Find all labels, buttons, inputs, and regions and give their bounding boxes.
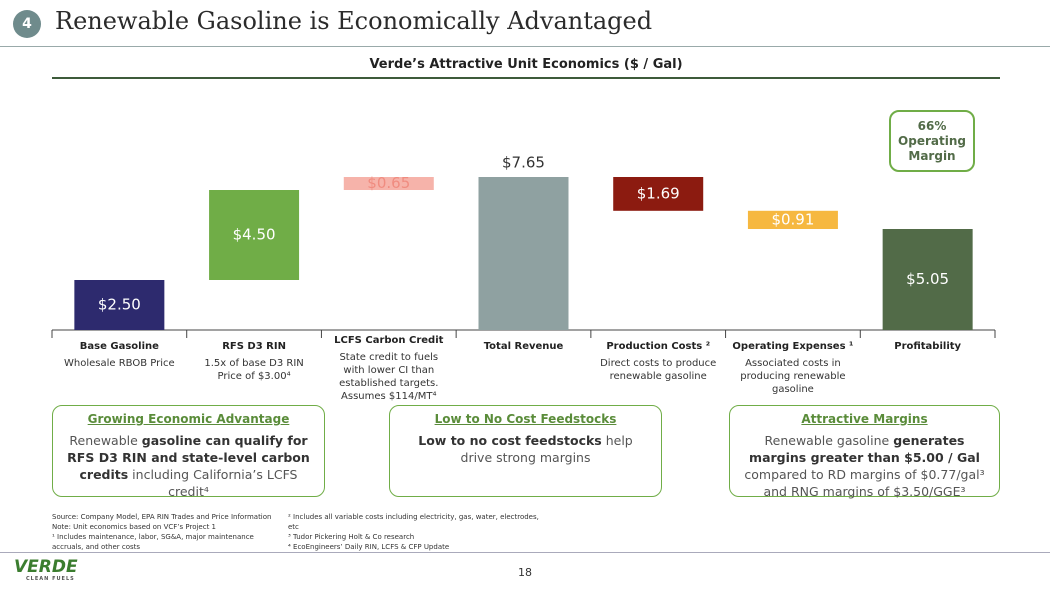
- bar: [74, 280, 165, 330]
- bar: [882, 229, 973, 330]
- callout-text: Renewable: [69, 433, 142, 448]
- value-label: $1.69: [637, 184, 680, 202]
- slide-title: Renewable Gasoline is Economically Advan…: [55, 7, 653, 35]
- value-label: $0.91: [771, 210, 814, 228]
- callout-text: gasoline can qualify for RFS D3 RIN and …: [67, 433, 310, 482]
- value-label: $2.50: [98, 296, 141, 314]
- x-tick-label: RFS D3 RIN: [222, 341, 286, 352]
- footnote: ¹ Includes maintenance, labor, SG&A, maj…: [52, 533, 254, 551]
- category-description: Direct costs to produce renewable gasoli…: [600, 358, 717, 382]
- category-description: State credit to fuels with lower CI than…: [339, 352, 439, 402]
- bar: [209, 190, 300, 280]
- annotation: 66% Operating Margin: [889, 110, 975, 172]
- footnote: Source: Company Model, EPA RIN Trades an…: [52, 513, 272, 521]
- callout-box: Growing Economic Advantage Renewable gaso…: [52, 405, 325, 500]
- callout-heading: Low to No Cost Feedstocks: [434, 412, 617, 426]
- footnote: ³ Tudor Pickering Holt & Co research: [288, 533, 415, 541]
- value-label: $5.05: [906, 270, 949, 288]
- category-description: Associated costs in producing renewable …: [740, 358, 846, 395]
- callout-body: Low to no cost feedstocks help drive str…: [402, 432, 649, 466]
- footnote: ² Includes all variable costs including …: [288, 513, 539, 531]
- bar: [478, 177, 569, 330]
- callout-text: compared to RD margins of $0.77/gal³ and…: [744, 467, 985, 499]
- callout-body: Renewable gasoline generates margins gre…: [742, 432, 987, 500]
- slide-number: 4: [13, 10, 41, 38]
- chart-rule: [52, 77, 1000, 79]
- header-rule: [0, 46, 1050, 47]
- x-tick-label: Production Costs ²: [606, 341, 711, 352]
- callout-text: including California’s LCFS credit⁴: [128, 467, 298, 499]
- bar: [613, 177, 704, 211]
- value-label: $7.65: [502, 154, 545, 172]
- category-description: 1.5x of base D3 RIN Price of $3.00⁴: [204, 358, 304, 382]
- footnote: Note: Unit economics based on VCF’s Proj…: [52, 523, 216, 531]
- callout-box: Attractive Margins Renewable gasoline gen…: [729, 405, 1000, 500]
- x-tick-label: LCFS Carbon Credit: [334, 335, 444, 346]
- category-description: Wholesale RBOB Price: [64, 358, 175, 369]
- footnote: ⁴ EcoEngineers’ Daily RIN, LCFS & CFP Up…: [288, 543, 450, 551]
- callout-body: Renewable gasoline can qualify for RFS D…: [65, 432, 312, 500]
- callout-text: Low to no cost feedstocks: [418, 433, 602, 448]
- footnotes: ² Includes all variable costs including …: [288, 512, 548, 552]
- x-tick-label: Base Gasoline: [79, 341, 159, 352]
- footnotes: Source: Company Model, EPA RIN Trades an…: [52, 512, 280, 552]
- x-tick-label: Operating Expenses ¹: [732, 341, 854, 352]
- callout-box: Low to No Cost Feedstocks Low to no cost …: [389, 405, 662, 497]
- bar: [343, 177, 434, 190]
- value-label: $4.50: [233, 226, 276, 244]
- x-tick-label: Total Revenue: [483, 341, 564, 352]
- callout-text: Renewable gasoline: [764, 433, 894, 448]
- callout-heading: Attractive Margins: [801, 412, 928, 426]
- x-tick-label: Profitability: [894, 341, 962, 352]
- logo-text: VERDE: [14, 557, 78, 577]
- callout-text: generates margins greater than $5.00 / G…: [749, 433, 980, 465]
- chart-title: Verde’s Attractive Unit Economics ($ / G…: [369, 57, 683, 72]
- bar: [747, 210, 838, 229]
- page-number: 18: [518, 566, 532, 579]
- callout-heading: Growing Economic Advantage: [87, 412, 290, 426]
- logo: VERDE CLEAN FUELS: [14, 559, 84, 583]
- value-label: $0.65: [367, 174, 410, 192]
- logo-tagline: CLEAN FUELS: [26, 576, 75, 582]
- footer-rule: [0, 552, 1050, 553]
- callout-text: help drive strong margins: [460, 433, 633, 465]
